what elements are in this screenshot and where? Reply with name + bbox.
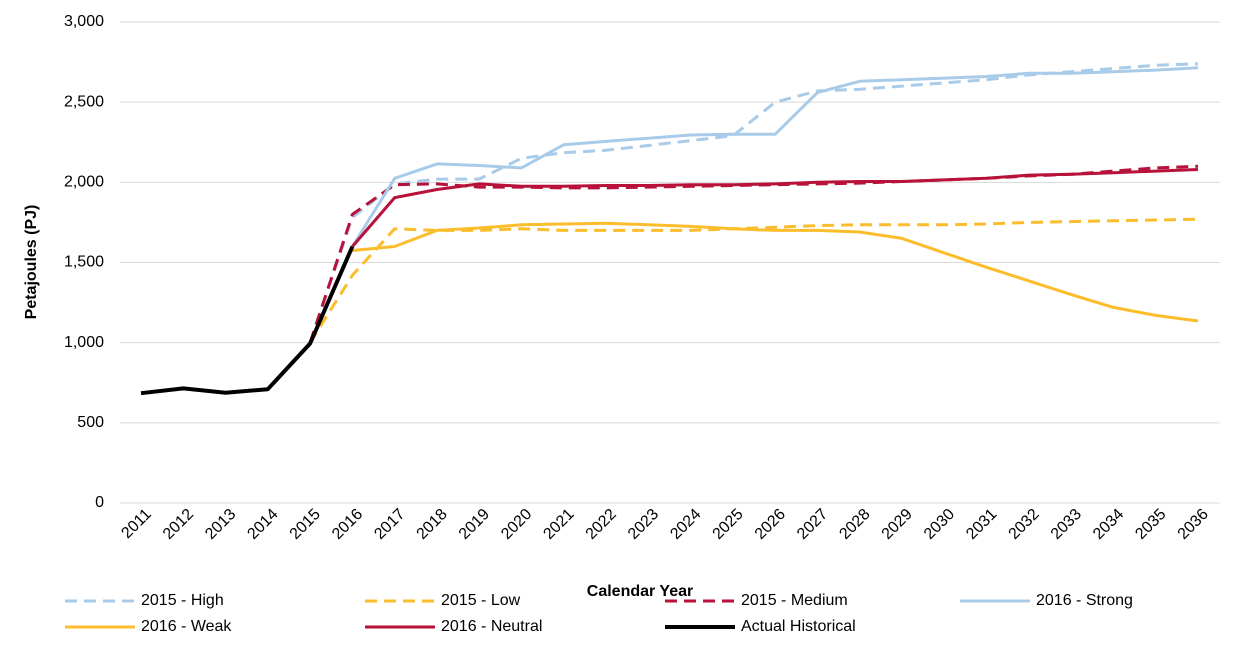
y-tick-label: 2,000 (64, 174, 104, 191)
x-tick-label: 2028 (836, 506, 873, 543)
legend-label: 2016 - Neutral (441, 618, 542, 635)
x-tick-label: 2023 (625, 506, 662, 543)
legend-label: 2016 - Weak (141, 618, 232, 635)
x-tick-label: 2036 (1175, 506, 1212, 543)
legend-label: 2016 - Strong (1036, 592, 1133, 609)
series-line (308, 62, 1199, 344)
x-tick-label: 2034 (1090, 506, 1127, 543)
x-tick-label: 2019 (456, 506, 493, 543)
x-tick-label: 2030 (921, 506, 958, 543)
x-tick-label: 2032 (1006, 506, 1043, 543)
x-tick-label: 2026 (752, 506, 789, 543)
legend-label: Actual Historical (741, 618, 856, 635)
x-tick-label: 2012 (160, 506, 197, 543)
y-tick-label: 500 (77, 414, 104, 431)
x-tick-label: 2024 (667, 506, 704, 543)
x-tick-label: 2014 (244, 506, 281, 543)
y-tick-label: 3,000 (64, 13, 104, 30)
series-line (352, 221, 1199, 323)
x-tick-label: 2013 (202, 506, 239, 543)
x-tick-label: 2017 (371, 506, 408, 543)
legend-label: 2015 - High (141, 592, 224, 609)
x-tick-label: 2022 (583, 506, 620, 543)
x-tick-label: 2016 (329, 506, 366, 543)
x-tick-label: 2031 (963, 506, 1000, 543)
legend-label: 2015 - Low (441, 592, 521, 609)
x-axis-title: Calendar Year (587, 583, 693, 600)
x-tick-label: 2018 (414, 506, 451, 543)
series-line (308, 164, 1199, 344)
x-tick-label: 2035 (1132, 506, 1169, 543)
x-tick-label: 2015 (287, 506, 324, 543)
x-tick-label: 2033 (1048, 506, 1085, 543)
y-tick-label: 0 (95, 494, 104, 511)
y-tick-label: 1,500 (64, 254, 104, 271)
x-tick-label: 2021 (540, 506, 577, 543)
x-tick-label: 2011 (118, 506, 154, 542)
series-line (308, 217, 1199, 344)
y-tick-label: 2,500 (64, 93, 104, 110)
y-tick-label: 1,000 (64, 334, 104, 351)
x-tick-label: 2027 (794, 506, 831, 543)
series-line (351, 168, 1199, 248)
x-tick-label: 2025 (710, 506, 747, 543)
series-line (351, 66, 1199, 248)
y-axis-title: Petajoules (PJ) (23, 205, 40, 320)
series-line (140, 245, 355, 396)
x-tick-label: 2029 (879, 506, 916, 543)
legend-label: 2015 - Medium (741, 592, 848, 609)
x-tick-label: 2020 (498, 506, 535, 543)
